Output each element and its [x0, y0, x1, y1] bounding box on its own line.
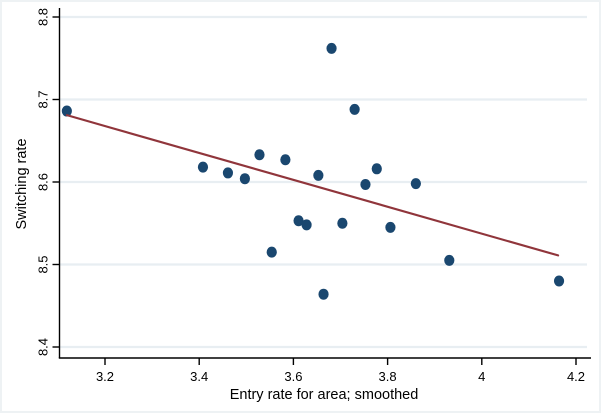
scatter-point [318, 288, 329, 300]
y-tick-label: 8.7 [36, 90, 51, 108]
y-tick-label: 8.4 [36, 338, 51, 356]
x-tick-label: 3.2 [96, 369, 114, 384]
scatter-point [360, 178, 371, 190]
y-axis-title: Switching rate [14, 138, 30, 230]
scatter-point [410, 178, 421, 190]
x-tick-label: 4.2 [567, 369, 585, 384]
scatter-point [326, 42, 337, 54]
y-tick-label: 8.8 [36, 8, 51, 26]
scatter-point [197, 161, 209, 173]
scatter-point [293, 215, 304, 227]
scatter-point [553, 275, 565, 287]
fit-line [65, 114, 560, 257]
y-tick-label: 8.5 [36, 255, 51, 273]
scatter-point [301, 219, 312, 231]
scatter-point [444, 254, 455, 266]
x-axis-title: Entry rate for area; smoothed [229, 387, 419, 403]
scatter-point [61, 105, 72, 117]
scatter-point [371, 163, 382, 175]
scatter-point [266, 246, 277, 258]
scatter-point [254, 149, 265, 161]
y-tick-label: 8.6 [36, 173, 51, 191]
scatter-point [385, 221, 396, 233]
scatter-point [280, 154, 291, 166]
x-tick-label: 3.4 [190, 369, 208, 384]
x-tick-label: 3.6 [284, 369, 302, 384]
scatter-point [349, 103, 360, 115]
scatter-point [222, 167, 234, 179]
x-tick-label: 4 [478, 369, 485, 384]
scatter-point [239, 173, 250, 185]
x-tick-label: 3.8 [379, 369, 397, 384]
scatter-point [337, 217, 348, 229]
scatter-point [313, 169, 324, 181]
